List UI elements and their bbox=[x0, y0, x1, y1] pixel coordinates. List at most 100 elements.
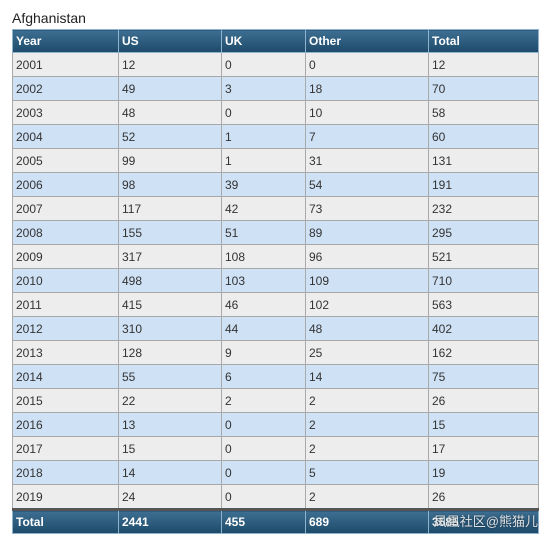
footer-uk-total: 455 bbox=[221, 508, 306, 534]
uk-cell: 9 bbox=[221, 340, 306, 365]
other-cell: 102 bbox=[305, 292, 429, 317]
column-header-total[interactable]: Total bbox=[428, 29, 539, 53]
year-cell: 2004 bbox=[12, 124, 119, 149]
table-footer-row: Total 2441 455 689 3585 bbox=[12, 508, 539, 534]
column-header-year[interactable]: Year bbox=[12, 29, 119, 53]
us-cell: 415 bbox=[118, 292, 222, 317]
table-row: 2002 49 3 18 70 bbox=[12, 76, 539, 101]
table-caption: Afghanistan bbox=[12, 10, 86, 26]
us-cell: 15 bbox=[118, 436, 222, 461]
us-cell: 22 bbox=[118, 388, 222, 413]
us-cell: 99 bbox=[118, 148, 222, 173]
table-row: 2004 52 1 7 60 bbox=[12, 124, 539, 149]
uk-cell: 51 bbox=[221, 220, 306, 245]
other-cell: 2 bbox=[305, 436, 429, 461]
year-cell: 2006 bbox=[12, 172, 119, 197]
us-cell: 14 bbox=[118, 460, 222, 485]
table-row: 2017 15 0 2 17 bbox=[12, 436, 539, 461]
table-row: 2015 22 2 2 26 bbox=[12, 388, 539, 413]
column-header-us[interactable]: US bbox=[118, 29, 222, 53]
uk-cell: 108 bbox=[221, 244, 306, 269]
year-cell: 2010 bbox=[12, 268, 119, 293]
uk-cell: 44 bbox=[221, 316, 306, 341]
other-cell: 2 bbox=[305, 412, 429, 437]
table-row: 2010 498 103 109 710 bbox=[12, 268, 539, 293]
uk-cell: 0 bbox=[221, 460, 306, 485]
column-header-uk[interactable]: UK bbox=[221, 29, 306, 53]
casualties-table: Year US UK Other Total 2001 12 0 0 12 2002 49 3… bbox=[12, 29, 539, 534]
other-cell: 89 bbox=[305, 220, 429, 245]
other-cell: 0 bbox=[305, 52, 429, 77]
year-cell: 2008 bbox=[12, 220, 119, 245]
other-cell: 2 bbox=[305, 388, 429, 413]
other-cell: 18 bbox=[305, 76, 429, 101]
other-cell: 73 bbox=[305, 196, 429, 221]
us-cell: 49 bbox=[118, 76, 222, 101]
us-cell: 155 bbox=[118, 220, 222, 245]
year-cell: 2013 bbox=[12, 340, 119, 365]
table-row: 2016 13 0 2 15 bbox=[12, 412, 539, 437]
other-cell: 48 bbox=[305, 316, 429, 341]
other-cell: 96 bbox=[305, 244, 429, 269]
total-cell: 60 bbox=[428, 124, 539, 149]
other-cell: 7 bbox=[305, 124, 429, 149]
uk-cell: 3 bbox=[221, 76, 306, 101]
table-row: 2005 99 1 31 131 bbox=[12, 148, 539, 173]
year-cell: 2016 bbox=[12, 412, 119, 437]
us-cell: 55 bbox=[118, 364, 222, 389]
total-cell: 232 bbox=[428, 196, 539, 221]
us-cell: 24 bbox=[118, 484, 222, 510]
uk-cell: 0 bbox=[221, 52, 306, 77]
year-cell: 2005 bbox=[12, 148, 119, 173]
table-row: 2006 98 39 54 191 bbox=[12, 172, 539, 197]
table-row: 2001 12 0 0 12 bbox=[12, 52, 539, 77]
watermark: 凤凰社区@熊猫儿 bbox=[433, 514, 538, 529]
total-cell: 70 bbox=[428, 76, 539, 101]
total-cell: 295 bbox=[428, 220, 539, 245]
table-row: 2009 317 108 96 521 bbox=[12, 244, 539, 269]
footer-grand-total: 3585 bbox=[428, 508, 539, 534]
total-cell: 131 bbox=[428, 148, 539, 173]
uk-cell: 46 bbox=[221, 292, 306, 317]
table-row: 2013 128 9 25 162 bbox=[12, 340, 539, 365]
us-cell: 98 bbox=[118, 172, 222, 197]
year-cell: 2002 bbox=[12, 76, 119, 101]
uk-cell: 39 bbox=[221, 172, 306, 197]
total-cell: 75 bbox=[428, 364, 539, 389]
us-cell: 498 bbox=[118, 268, 222, 293]
footer-label: Total bbox=[12, 508, 119, 534]
table-row: 2019 24 0 2 26 bbox=[12, 484, 539, 510]
other-cell: 25 bbox=[305, 340, 429, 365]
total-cell: 521 bbox=[428, 244, 539, 269]
uk-cell: 1 bbox=[221, 124, 306, 149]
other-cell: 109 bbox=[305, 268, 429, 293]
footer-other-total: 689 bbox=[305, 508, 429, 534]
total-cell: 58 bbox=[428, 100, 539, 125]
total-cell: 191 bbox=[428, 172, 539, 197]
year-cell: 2003 bbox=[12, 100, 119, 125]
us-cell: 48 bbox=[118, 100, 222, 125]
year-cell: 2009 bbox=[12, 244, 119, 269]
total-cell: 563 bbox=[428, 292, 539, 317]
year-cell: 2012 bbox=[12, 316, 119, 341]
year-cell: 2011 bbox=[12, 292, 119, 317]
total-cell: 15 bbox=[428, 412, 539, 437]
year-cell: 2007 bbox=[12, 196, 119, 221]
total-cell: 26 bbox=[428, 388, 539, 413]
uk-cell: 0 bbox=[221, 484, 306, 510]
uk-cell: 103 bbox=[221, 268, 306, 293]
year-cell: 2018 bbox=[12, 460, 119, 485]
us-cell: 128 bbox=[118, 340, 222, 365]
total-cell: 19 bbox=[428, 460, 539, 485]
us-cell: 117 bbox=[118, 196, 222, 221]
year-cell: 2001 bbox=[12, 52, 119, 77]
uk-cell: 0 bbox=[221, 412, 306, 437]
us-cell: 52 bbox=[118, 124, 222, 149]
year-cell: 2014 bbox=[12, 364, 119, 389]
other-cell: 14 bbox=[305, 364, 429, 389]
table-header-row: Year US UK Other Total bbox=[12, 29, 539, 53]
year-cell: 2017 bbox=[12, 436, 119, 461]
column-header-other[interactable]: Other bbox=[305, 29, 429, 53]
us-cell: 310 bbox=[118, 316, 222, 341]
other-cell: 5 bbox=[305, 460, 429, 485]
